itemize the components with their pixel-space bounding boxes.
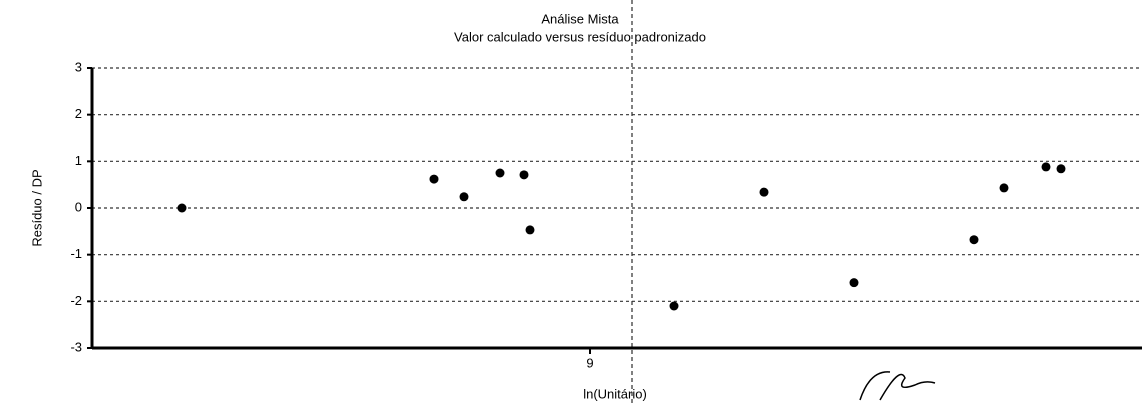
y-tick-label: 1 (75, 153, 82, 168)
point (429, 174, 439, 184)
point (759, 187, 769, 197)
point (1056, 164, 1066, 174)
point (669, 301, 679, 311)
point (519, 170, 529, 180)
point (849, 278, 859, 288)
point (1041, 162, 1051, 172)
point (459, 192, 469, 202)
x-axis-label: ln(Unitário) (583, 386, 647, 401)
signature (859, 371, 936, 401)
x-tick-label: 9 (586, 355, 593, 370)
y-axis-label: Resíduo / DP (29, 169, 44, 246)
y-tick-label: 3 (75, 59, 82, 74)
chart-title: Análise Mista (541, 11, 619, 26)
chart-subtitle: Valor calculado versus resíduo padroniza… (454, 29, 706, 44)
point (969, 235, 979, 245)
y-tick-label: -3 (70, 339, 82, 354)
y-tick-label: -2 (70, 293, 82, 308)
point (495, 168, 505, 178)
point (525, 225, 535, 235)
point (177, 203, 187, 213)
y-tick-label: -1 (70, 246, 82, 261)
y-tick-label: 2 (75, 106, 82, 121)
y-tick-label: 0 (75, 199, 82, 214)
point (999, 183, 1009, 193)
